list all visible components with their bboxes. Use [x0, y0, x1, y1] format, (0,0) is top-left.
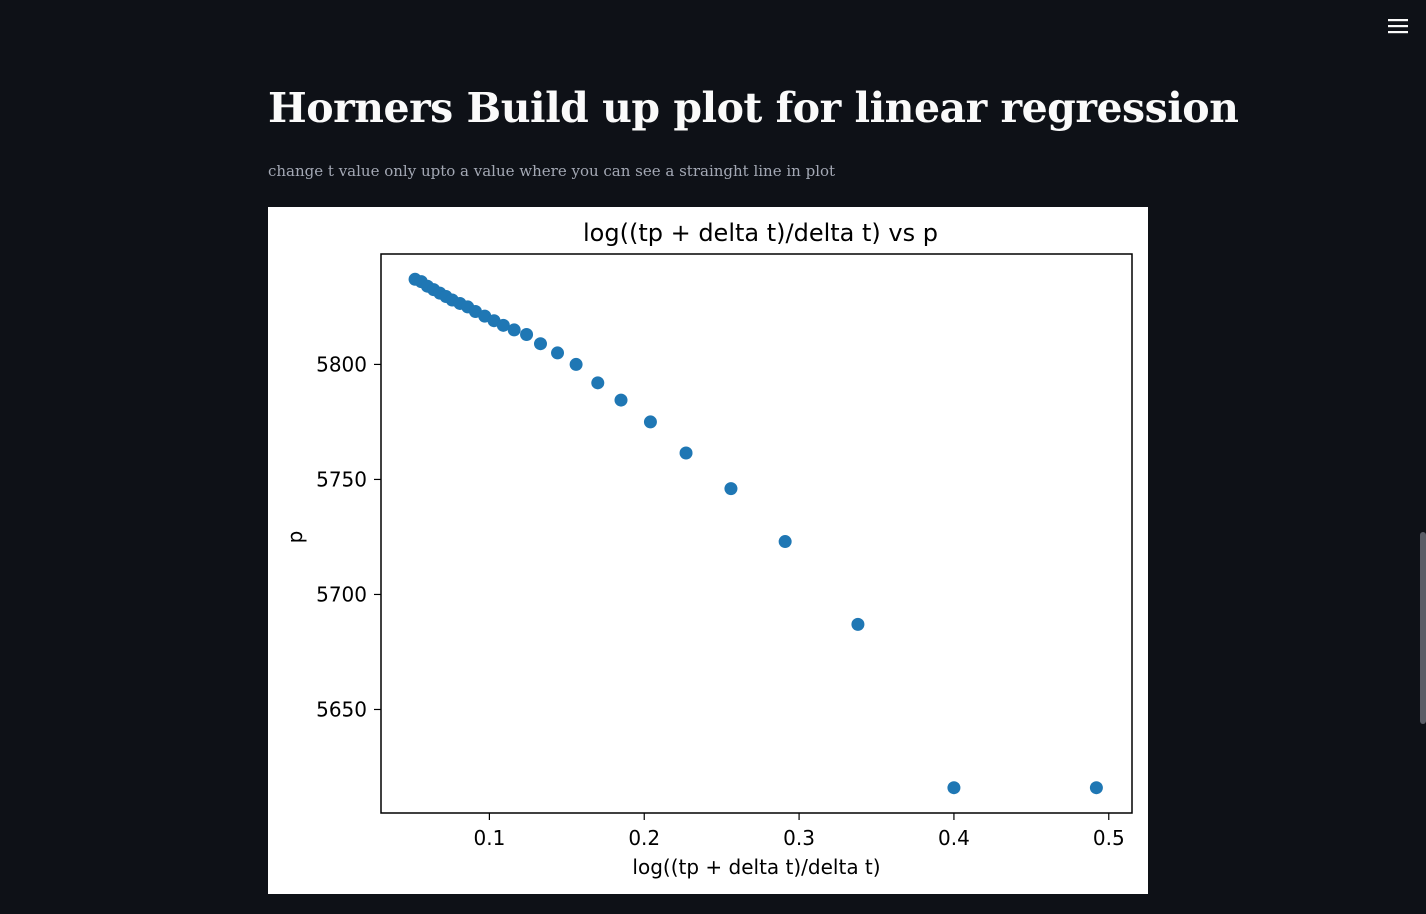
data-point	[679, 446, 693, 460]
data-point	[551, 346, 565, 360]
main-menu-button[interactable]	[1386, 14, 1410, 38]
x-axis: 0.1 0.2 0.3 0.4 0.5	[473, 813, 1125, 850]
data-point	[778, 535, 792, 549]
y-tick-label: 5750	[316, 467, 367, 491]
x-tick-label: 0.4	[938, 826, 970, 850]
data-points	[408, 272, 1103, 795]
page-title: Horners Build up plot for linear regress…	[268, 84, 1239, 132]
x-tick-label: 0.1	[473, 826, 505, 850]
page-caption: change t value only upto a value where y…	[268, 162, 836, 180]
y-axis: 5650 5700 5750 5800	[316, 352, 381, 721]
plot-frame	[380, 253, 1133, 814]
x-tick-label: 0.3	[783, 826, 815, 850]
data-point	[520, 328, 534, 342]
x-tick-label: 0.2	[628, 826, 660, 850]
data-point	[851, 617, 865, 631]
x-axis-label: log((tp + delta t)/delta t)	[632, 855, 880, 879]
x-tick-label: 0.5	[1093, 826, 1125, 850]
y-axis-label: p	[283, 531, 307, 544]
scatter-chart: log((tp + delta t)/delta t) vs p 0.1 0.2 0…	[283, 219, 1133, 879]
data-point	[533, 337, 547, 351]
data-point	[496, 318, 510, 332]
page-scrollbar[interactable]	[1420, 532, 1426, 724]
data-point	[614, 393, 628, 407]
y-tick-label: 5700	[316, 582, 367, 606]
data-point	[591, 376, 605, 390]
data-point	[507, 323, 521, 337]
data-point	[947, 781, 961, 795]
data-point	[643, 415, 657, 429]
data-point	[724, 482, 738, 496]
data-point	[569, 357, 583, 371]
y-tick-label: 5650	[316, 697, 367, 721]
chart-title: log((tp + delta t)/delta t) vs p	[583, 219, 938, 247]
hamburger-menu-icon	[1388, 19, 1408, 34]
chart-card: log((tp + delta t)/delta t) vs p 0.1 0.2 0…	[268, 207, 1148, 894]
data-point	[1089, 781, 1103, 795]
y-tick-label: 5800	[316, 352, 367, 376]
